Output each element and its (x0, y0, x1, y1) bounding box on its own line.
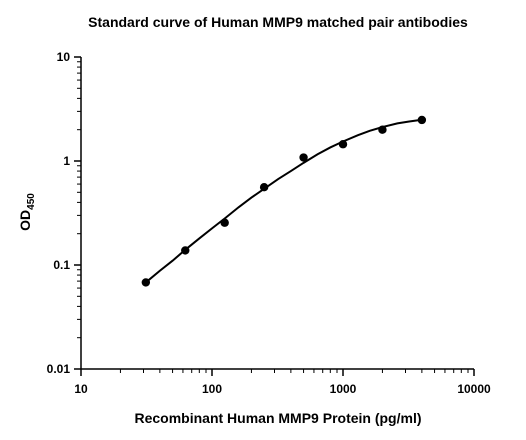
data-point (299, 153, 308, 162)
data-point (220, 218, 229, 227)
x-tick-label: 10 (74, 382, 88, 396)
data-point (259, 182, 269, 192)
y-axis-label-main: OD (17, 210, 33, 231)
y-tick-label: 10 (57, 50, 71, 64)
minor-ticks (77, 61, 469, 373)
major-ticks (74, 56, 475, 376)
axes (80, 57, 474, 370)
data-point (378, 125, 387, 134)
y-axis-label-subscript: 450 (26, 193, 37, 210)
x-tick-label: 10000 (457, 382, 491, 396)
tick-labels: 10 100 1000 10000 0.01 0.1 1 10 (47, 50, 491, 396)
chart-title: Standard curve of Human MMP9 matched pai… (88, 14, 468, 30)
y-tick-label: 0.01 (47, 362, 71, 376)
data-point (141, 278, 151, 287)
data-point (181, 246, 190, 255)
x-tick-label: 1000 (330, 382, 357, 396)
data-point (417, 115, 427, 125)
fit-curve-line (145, 118, 422, 284)
y-axis-label: OD450 (17, 193, 37, 231)
y-tick-label: 1 (63, 154, 70, 168)
y-tick-label: 0.1 (53, 258, 70, 272)
data-point (338, 140, 348, 149)
x-axis-label: Recombinant Human MMP9 Protein (pg/ml) (134, 410, 421, 426)
x-tick-label: 100 (202, 382, 222, 396)
data-points (141, 115, 427, 287)
